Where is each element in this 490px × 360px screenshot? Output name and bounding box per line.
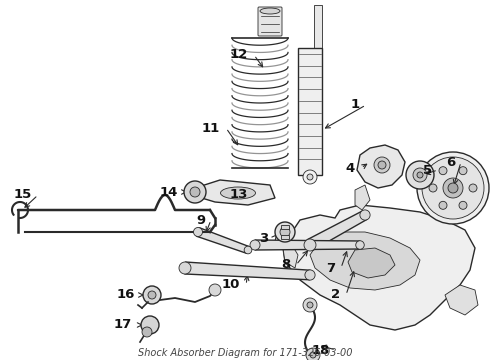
Circle shape	[148, 291, 156, 299]
Polygon shape	[255, 240, 360, 250]
Text: 5: 5	[423, 163, 432, 176]
Text: 17: 17	[114, 319, 132, 332]
Text: 11: 11	[202, 122, 220, 135]
Text: 10: 10	[221, 279, 240, 292]
Text: 15: 15	[14, 189, 32, 202]
Text: 2: 2	[331, 288, 340, 302]
Circle shape	[303, 298, 317, 312]
Polygon shape	[445, 285, 478, 315]
Text: 3: 3	[259, 231, 268, 244]
Polygon shape	[195, 180, 275, 205]
Circle shape	[307, 302, 313, 308]
Circle shape	[422, 157, 484, 219]
Circle shape	[304, 239, 316, 251]
Text: 7: 7	[326, 261, 335, 274]
Text: 16: 16	[117, 288, 135, 302]
Circle shape	[143, 286, 161, 304]
Circle shape	[417, 152, 489, 224]
Circle shape	[459, 201, 467, 209]
Circle shape	[194, 228, 202, 237]
FancyBboxPatch shape	[281, 225, 289, 229]
Polygon shape	[310, 232, 420, 290]
Circle shape	[429, 184, 437, 192]
Polygon shape	[196, 228, 249, 253]
Text: 9: 9	[196, 213, 205, 226]
Circle shape	[184, 181, 206, 203]
Text: 14: 14	[160, 185, 178, 198]
Circle shape	[250, 240, 260, 250]
FancyBboxPatch shape	[298, 48, 322, 175]
Circle shape	[310, 352, 316, 358]
Polygon shape	[283, 245, 298, 268]
Circle shape	[209, 284, 221, 296]
Circle shape	[459, 167, 467, 175]
Circle shape	[360, 210, 370, 220]
Circle shape	[307, 174, 313, 180]
Polygon shape	[357, 145, 405, 188]
Circle shape	[305, 270, 315, 280]
Circle shape	[443, 178, 463, 198]
Circle shape	[190, 187, 200, 197]
Circle shape	[406, 161, 434, 189]
Text: 1: 1	[351, 99, 360, 112]
Circle shape	[417, 172, 423, 178]
Text: Shock Absorber Diagram for 171-326-03-00: Shock Absorber Diagram for 171-326-03-00	[138, 348, 352, 358]
Circle shape	[439, 167, 447, 175]
Circle shape	[280, 227, 290, 237]
Circle shape	[374, 157, 390, 173]
FancyBboxPatch shape	[281, 235, 289, 239]
Circle shape	[275, 222, 295, 242]
Polygon shape	[185, 262, 310, 280]
Circle shape	[469, 184, 477, 192]
Polygon shape	[307, 211, 368, 250]
Polygon shape	[348, 248, 395, 278]
Circle shape	[179, 262, 191, 274]
Circle shape	[448, 183, 458, 193]
Circle shape	[378, 161, 386, 169]
Text: 6: 6	[446, 156, 455, 168]
Text: 13: 13	[230, 189, 248, 202]
Text: 12: 12	[230, 49, 248, 62]
Circle shape	[141, 316, 159, 334]
Text: 18: 18	[312, 343, 330, 356]
FancyBboxPatch shape	[314, 5, 322, 48]
Text: 4: 4	[346, 162, 355, 175]
Circle shape	[303, 170, 317, 184]
Circle shape	[306, 348, 320, 360]
Circle shape	[142, 327, 152, 337]
Text: 8: 8	[281, 258, 290, 271]
Circle shape	[244, 246, 252, 254]
Polygon shape	[283, 205, 475, 330]
Circle shape	[439, 201, 447, 209]
Polygon shape	[355, 185, 370, 210]
Ellipse shape	[220, 187, 255, 199]
Circle shape	[356, 241, 364, 249]
Circle shape	[413, 168, 427, 182]
FancyBboxPatch shape	[258, 7, 282, 36]
Ellipse shape	[260, 8, 280, 14]
